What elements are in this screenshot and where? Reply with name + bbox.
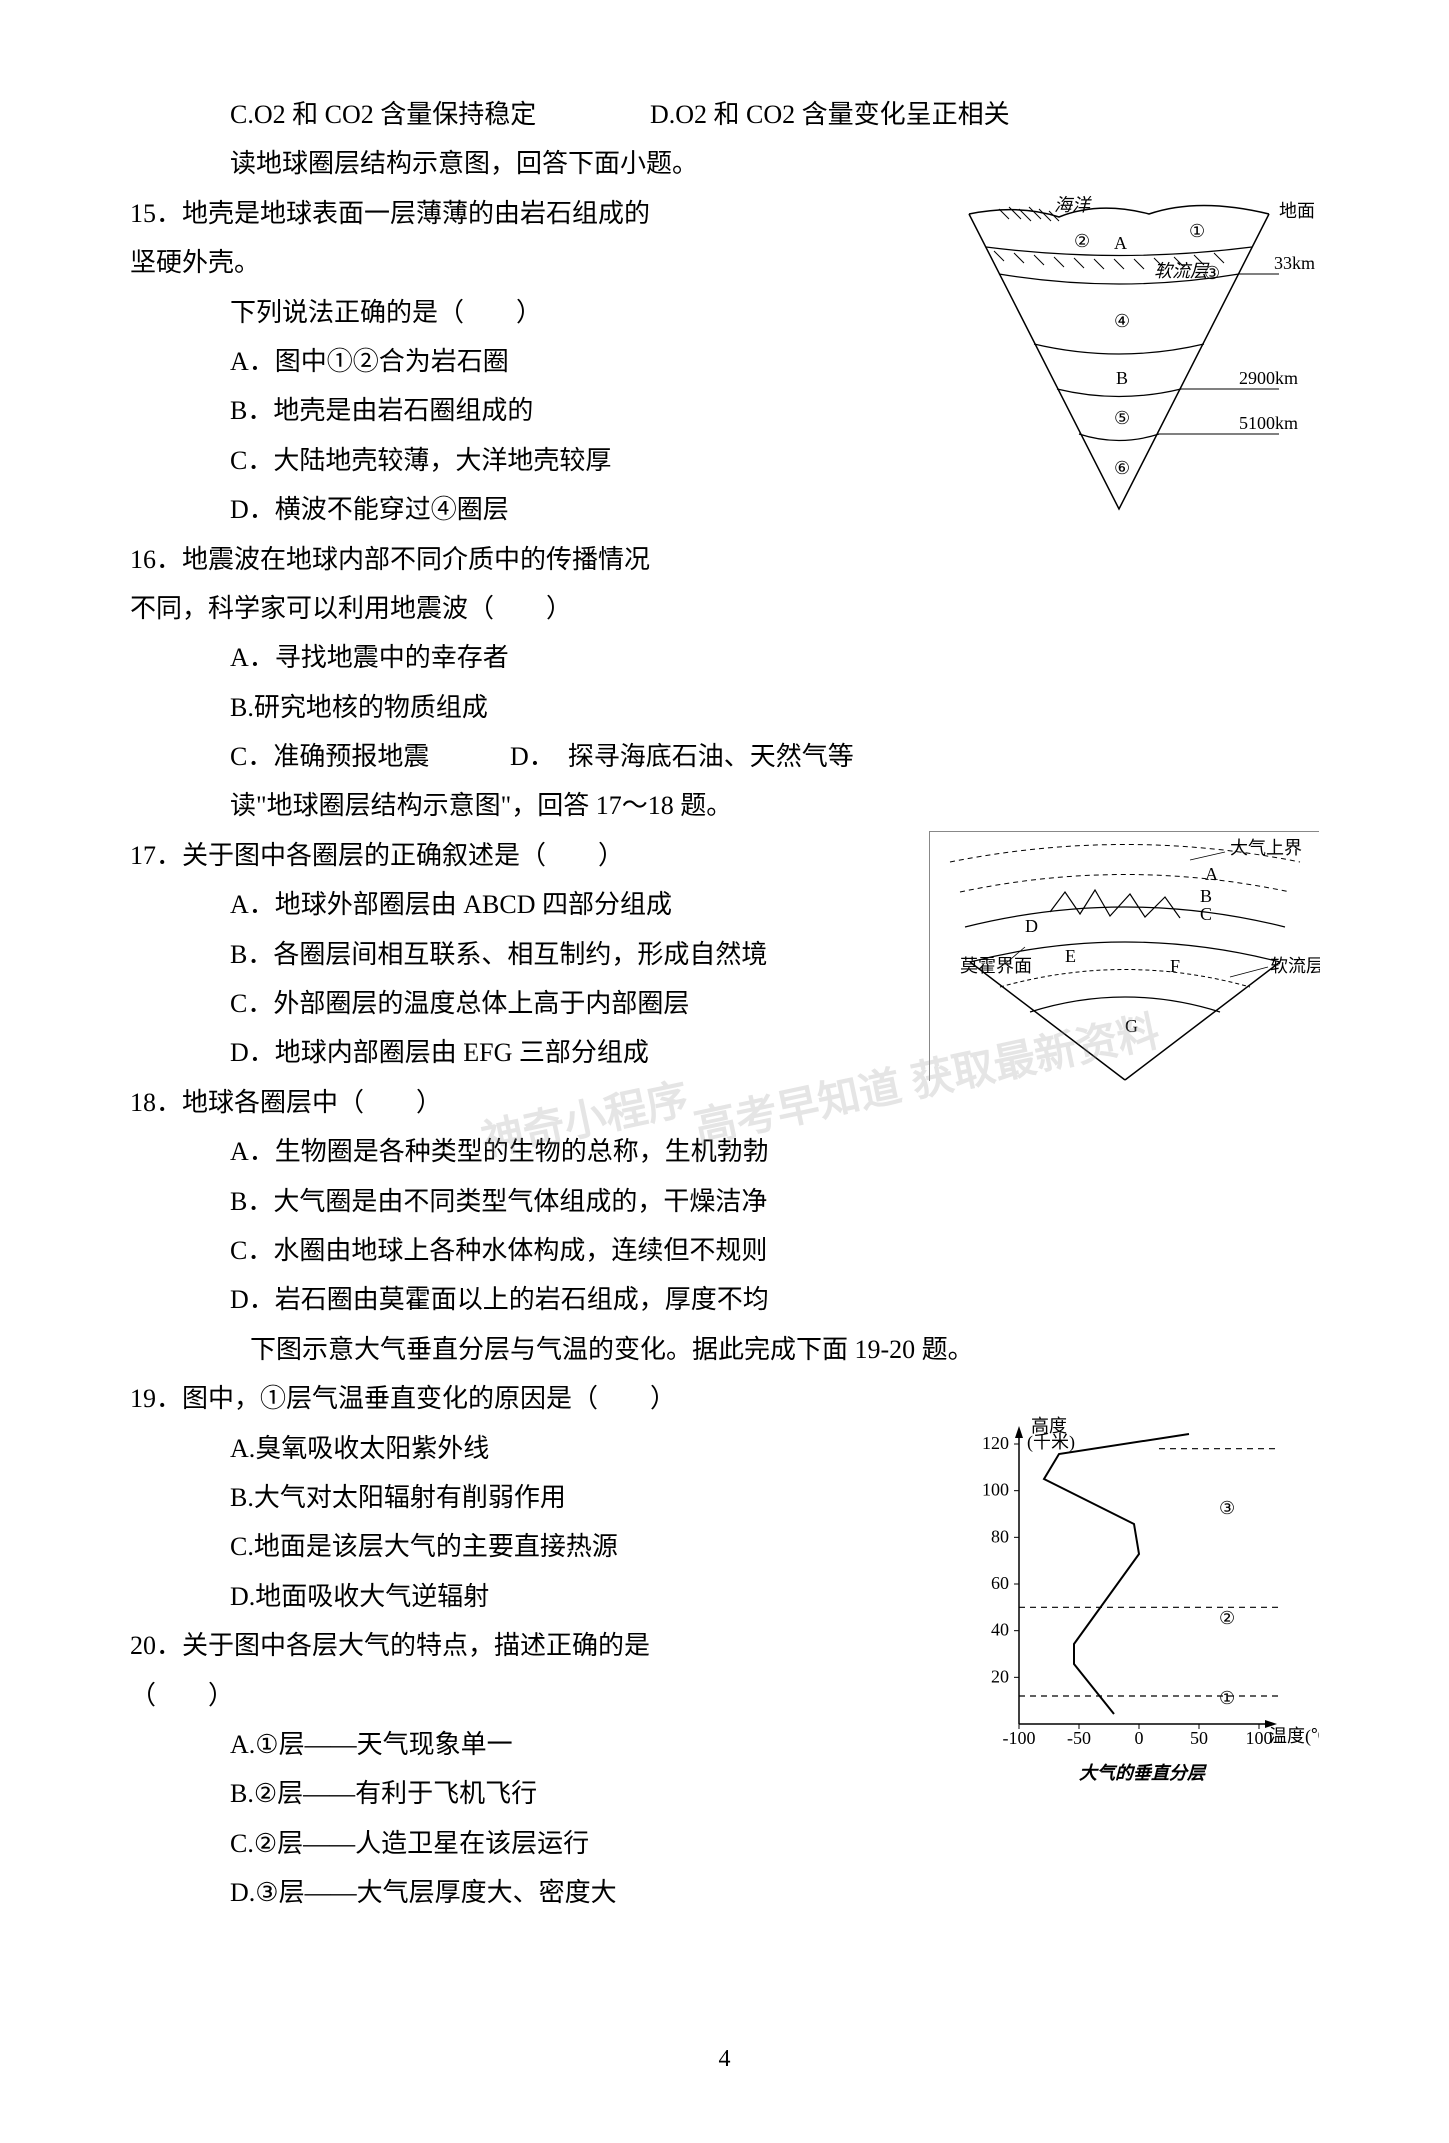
svg-text:G: G [1125, 1016, 1138, 1036]
svg-text:(千米): (千米) [1027, 1432, 1075, 1453]
intro-2: 读"地球圈层结构示意图"，回答 17～18 题。 [130, 781, 919, 830]
figure-2-sphere-layers: 大气上界 A B C D E F G 莫霍界面 软流层 [930, 832, 1320, 1082]
q19-option-d: D.地面吸收大气逆辐射 [130, 1572, 919, 1621]
svg-text:④: ④ [1114, 311, 1130, 331]
svg-text:莫霍界面: 莫霍界面 [960, 956, 1032, 976]
q18-option-a: A．生物圈是各种类型的生物的总称，生机勃勃 [130, 1127, 909, 1176]
svg-text:C: C [1200, 904, 1212, 924]
svg-text:②: ② [1219, 1608, 1235, 1628]
q18-stem: 18．地球各圈层中（ ） [130, 1078, 909, 1127]
q15-option-a: A．图中①②合为岩石圈 [130, 337, 919, 386]
svg-text:A: A [1114, 233, 1127, 253]
option-c-prev: C.O2 和 CO2 含量保持稳定 [130, 90, 650, 139]
q16-stem-1: 16．地震波在地球内部不同介质中的传播情况 [130, 535, 919, 584]
svg-text:100: 100 [982, 1480, 1009, 1500]
q15-stem-1: 15．地壳是地球表面一层薄薄的由岩石组成的 [130, 189, 919, 238]
figure-3-atmosphere-chart: 20406080100120 -100-50050100 高度 (千米) 温度(… [939, 1404, 1319, 1794]
svg-text:5100km: 5100km [1239, 413, 1298, 433]
q19-option-a: A.臭氧吸收太阳紫外线 [130, 1424, 919, 1473]
svg-text:软流层: 软流层 [1154, 261, 1210, 281]
q16-option-a: A．寻找地震中的幸存者 [130, 633, 919, 682]
q17-option-a: A．地球外部圈层由 ABCD 四部分组成 [130, 880, 909, 929]
q17-option-d: D．地球内部圈层由 EFG 三部分组成 [130, 1028, 909, 1077]
svg-text:大气上界: 大气上界 [1230, 838, 1302, 858]
svg-text:50: 50 [1190, 1728, 1208, 1748]
page-number: 4 [130, 2037, 1319, 2083]
svg-text:海洋: 海洋 [1054, 195, 1092, 215]
svg-text:大气的垂直分层: 大气的垂直分层 [1079, 1763, 1207, 1783]
svg-text:-50: -50 [1067, 1728, 1091, 1748]
option-d-prev: D.O2 和 CO2 含量变化呈正相关 [650, 90, 1010, 139]
q19-option-b: B.大气对太阳辐射有削弱作用 [130, 1473, 919, 1522]
svg-text:-100: -100 [1003, 1728, 1036, 1748]
svg-text:B: B [1200, 886, 1212, 906]
q15-lead: 下列说法正确的是（ ） [130, 288, 919, 337]
q16-option-c: C．准确预报地震 [130, 732, 510, 781]
svg-text:①: ① [1219, 1688, 1235, 1708]
svg-text:F: F [1170, 956, 1180, 976]
intro-1: 读地球圈层结构示意图，回答下面小题。 [130, 139, 1319, 188]
svg-text:60: 60 [991, 1573, 1009, 1593]
svg-text:B: B [1116, 368, 1128, 388]
q20-stem: 20．关于图中各层大气的特点，描述正确的是 [130, 1621, 919, 1670]
q15-option-c: C．大陆地壳较薄，大洋地壳较厚 [130, 436, 919, 485]
q15-option-b: B．地壳是由岩石圈组成的 [130, 386, 919, 435]
svg-text:80: 80 [991, 1526, 1009, 1546]
svg-text:①: ① [1189, 221, 1205, 241]
svg-text:33km: 33km [1274, 253, 1315, 273]
q15-stem-2: 坚硬外壳。 [130, 238, 919, 287]
q18-option-c: C．水圈由地球上各种水体构成，连续但不规则 [130, 1226, 1319, 1275]
q17-option-b: B．各圈层间相互联系、相互制约，形成自然境 [130, 930, 909, 979]
svg-text:E: E [1065, 946, 1076, 966]
svg-text:软流层: 软流层 [1270, 956, 1320, 976]
q20-stem-2: （ ） [130, 1671, 919, 1720]
svg-text:2900km: 2900km [1239, 368, 1298, 388]
q20-option-c: C.②层——人造卫星在该层运行 [130, 1819, 919, 1868]
svg-text:③: ③ [1204, 263, 1220, 283]
svg-text:0: 0 [1135, 1728, 1144, 1748]
svg-text:120: 120 [982, 1433, 1009, 1453]
q17-stem: 17．关于图中各圈层的正确叙述是（ ） [130, 831, 909, 880]
svg-text:⑥: ⑥ [1114, 458, 1130, 478]
svg-text:D: D [1025, 916, 1038, 936]
svg-text:③: ③ [1219, 1498, 1235, 1518]
svg-text:温度(℃): 温度(℃) [1269, 1726, 1319, 1747]
q20-option-a: A.①层——天气现象单一 [130, 1720, 919, 1769]
figure-1-earth-layers: 海洋 地面 ① ② A [939, 189, 1319, 529]
q18-option-d: D．岩石圈由莫霍面以上的岩石组成，厚度不均 [130, 1275, 1319, 1324]
q20-option-b: B.②层——有利于飞机飞行 [130, 1769, 919, 1818]
q16-stem-2: 不同，科学家可以利用地震波（ ） [130, 584, 919, 633]
svg-text:40: 40 [991, 1620, 1009, 1640]
intro-3: 下图示意大气垂直分层与气温的变化。据此完成下面 19-20 题。 [130, 1325, 1319, 1374]
q15-option-d: D．横波不能穿过④圈层 [130, 485, 919, 534]
q19-stem: 19．图中，①层气温垂直变化的原因是（ ） [130, 1374, 919, 1423]
q16-option-b: B.研究地核的物质组成 [130, 683, 919, 732]
q20-option-d: D.③层——大气层厚度大、密度大 [130, 1868, 919, 1917]
svg-text:⑤: ⑤ [1114, 408, 1130, 428]
q18-option-b: B．大气圈是由不同类型气体组成的，干燥洁净 [130, 1177, 909, 1226]
q17-option-c: C．外部圈层的温度总体上高于内部圈层 [130, 979, 909, 1028]
q19-option-c: C.地面是该层大气的主要直接热源 [130, 1522, 919, 1571]
svg-text:②: ② [1074, 231, 1090, 251]
svg-text:A: A [1205, 864, 1218, 884]
svg-text:20: 20 [991, 1666, 1009, 1686]
q16-option-d: D． 探寻海底石油、天然气等 [510, 732, 854, 781]
svg-text:地面: 地面 [1279, 201, 1315, 221]
